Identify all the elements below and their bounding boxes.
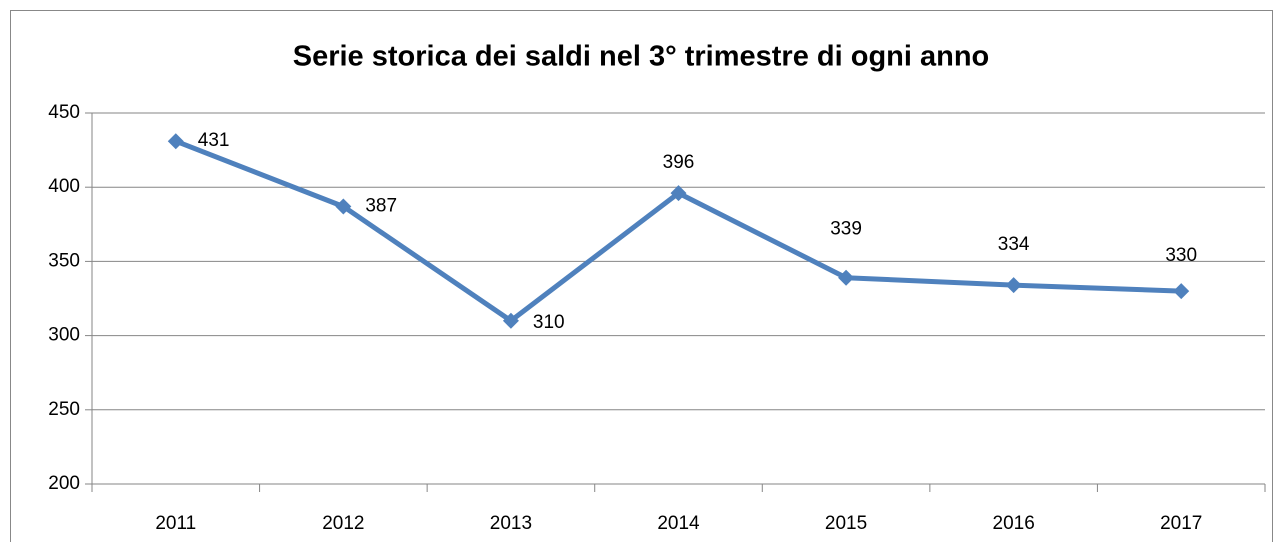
marker	[1005, 277, 1022, 294]
y-tick-label: 400	[48, 176, 80, 197]
marker	[670, 185, 687, 202]
x-tick-label: 2011	[155, 513, 196, 534]
chart-title: Serie storica dei saldi nel 3° trimestre…	[293, 41, 990, 73]
chart-border	[10, 10, 1273, 542]
x-tick-label: 2017	[1160, 513, 1202, 534]
marker	[502, 312, 519, 329]
y-tick-label: 350	[48, 250, 80, 271]
data-label: 334	[998, 234, 1030, 255]
marker	[838, 269, 855, 286]
x-tick-label: 2013	[490, 513, 532, 534]
data-label: 310	[533, 312, 565, 333]
data-label: 339	[830, 219, 862, 240]
y-tick-label: 250	[48, 399, 80, 420]
marker	[167, 133, 184, 150]
x-tick-label: 2012	[322, 513, 364, 534]
data-label: 431	[198, 130, 230, 151]
data-label: 330	[1165, 245, 1197, 266]
x-tick-label: 2014	[657, 513, 700, 534]
y-tick-label: 200	[48, 473, 80, 494]
x-tick-label: 2016	[993, 513, 1035, 534]
marker	[1173, 283, 1190, 300]
data-label: 387	[365, 196, 397, 217]
x-tick-label: 2015	[825, 513, 867, 534]
data-label: 396	[663, 152, 695, 173]
marker	[335, 198, 352, 215]
y-tick-label: 450	[48, 102, 80, 123]
y-tick-label: 300	[48, 325, 80, 346]
